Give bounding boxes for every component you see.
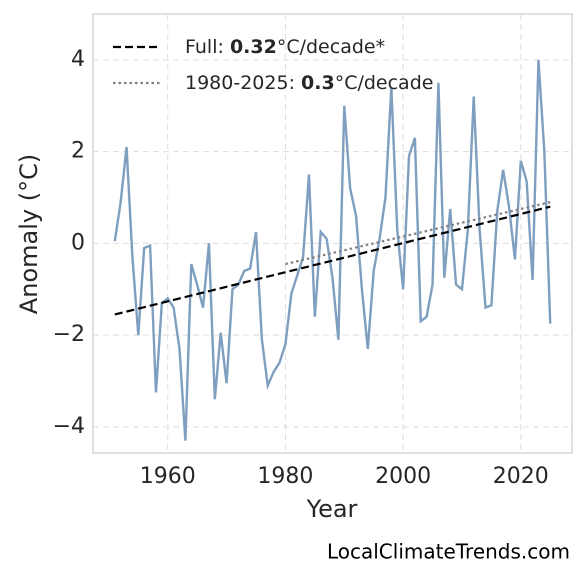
legend-suffix: °C/decade xyxy=(335,72,434,94)
legend-prefix: 1980-2025: xyxy=(185,72,301,94)
legend-prefix: Full: xyxy=(185,36,230,58)
trend-line xyxy=(114,205,551,316)
legend-label: Full: 0.32°C/decade* xyxy=(185,36,385,58)
legend-label: 1980-2025: 0.3°C/decade xyxy=(185,72,433,94)
legend-slope: 0.32 xyxy=(230,36,277,58)
y-tick-label: 4 xyxy=(71,47,85,72)
legend-suffix: °C/decade* xyxy=(277,36,385,58)
legend-slope: 0.3 xyxy=(301,72,335,94)
x-tick-label: 1980 xyxy=(257,464,313,489)
y-tick-label: 2 xyxy=(71,139,85,164)
y-axis-label: Anomaly (°C) xyxy=(15,154,43,314)
x-tick-label: 1960 xyxy=(140,464,196,489)
plot-frame xyxy=(92,13,573,454)
x-tick-label: 2000 xyxy=(375,464,431,489)
trend-line xyxy=(285,201,551,266)
x-axis-label: Year xyxy=(306,495,358,523)
data-line xyxy=(113,59,552,441)
source: LocalClimateTrends.com xyxy=(327,540,570,564)
x-tick-label: 2020 xyxy=(493,464,549,489)
y-tick-label: 0 xyxy=(71,230,85,255)
y-tick-label: −2 xyxy=(53,322,85,347)
y-tick-label: −4 xyxy=(53,414,85,439)
